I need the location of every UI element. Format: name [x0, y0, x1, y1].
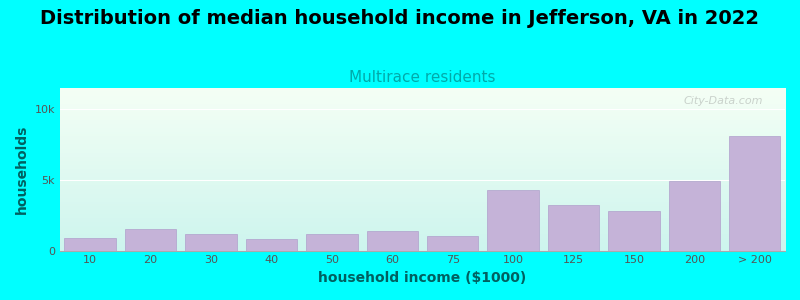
Text: Distribution of median household income in Jefferson, VA in 2022: Distribution of median household income … — [41, 9, 759, 28]
Title: Multirace residents: Multirace residents — [350, 70, 496, 85]
Bar — [65, 238, 116, 250]
Bar — [306, 234, 358, 250]
Bar — [366, 231, 418, 250]
Bar — [125, 229, 176, 250]
Y-axis label: households: households — [15, 124, 29, 214]
Bar — [427, 236, 478, 250]
Text: City-Data.com: City-Data.com — [684, 96, 763, 106]
X-axis label: household income ($1000): household income ($1000) — [318, 271, 526, 285]
Bar — [487, 190, 538, 250]
Bar — [548, 205, 599, 250]
Bar — [608, 211, 660, 250]
Bar — [729, 136, 781, 250]
Bar — [669, 181, 720, 250]
Bar — [186, 234, 237, 250]
Bar — [246, 239, 297, 250]
